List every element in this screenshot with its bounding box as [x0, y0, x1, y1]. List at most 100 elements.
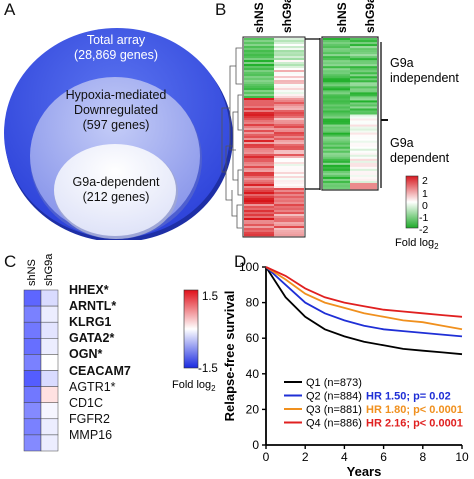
heatmap-b-zoom-cell [323, 118, 350, 121]
heatmap-b-cell [244, 82, 274, 85]
heatmap-b-zoom-cell [323, 172, 350, 176]
heatmap-b-cell [244, 44, 274, 47]
x-tick-label: 8 [419, 450, 426, 464]
heatmap-b-zoom-cell [350, 70, 377, 73]
heatmap-b-cell [274, 74, 304, 77]
heatmap-b-zoom-cell [323, 74, 350, 77]
heatmap-b-cell [274, 124, 304, 127]
heatmap-b-zoom-cell [323, 44, 350, 47]
scale-b-tick-1: 1 [422, 188, 428, 200]
heatmap-b-cell [244, 130, 274, 133]
heatmap-b-zoom-cell [350, 114, 377, 117]
heatmap-b-cell [274, 140, 304, 143]
heatmap-b-cell [244, 80, 274, 83]
scale-c-min: -1.5 [198, 363, 218, 375]
x-axis-label: Years [347, 464, 382, 479]
heatmap-b-zoom-cell [350, 158, 377, 162]
heatmap-b-zoom-cell [350, 182, 377, 186]
heatmap-b-cell [274, 110, 304, 113]
heatmap-b-zoom-cell [323, 114, 350, 117]
heatmap-b-cell [244, 94, 274, 97]
heatmap-b-zoom-cell [323, 86, 350, 89]
heatmap-b-cell [244, 218, 274, 221]
heatmap-b-cell [244, 118, 274, 121]
heatmap-b-zoom-cell [350, 104, 377, 107]
y-tick-label: 0 [252, 438, 259, 452]
heatmap-b-zoom-cell [323, 136, 350, 139]
heatmap-b-cell [244, 84, 274, 87]
heatmap-b-color-scale [405, 175, 419, 229]
heatmap-b-cell [244, 220, 274, 223]
heatmap-b-cell [244, 106, 274, 109]
heatmap-b-zoom-cell [323, 64, 350, 67]
heatmap-b-cell [274, 120, 304, 123]
gene-label: MMP16 [69, 427, 113, 442]
heatmap-b-zoom-cell [323, 42, 350, 45]
heatmap-b-cell [244, 74, 274, 77]
heatmap-c-cell [23, 370, 42, 387]
heatmap-b-zoom-cell [323, 72, 350, 75]
heatmap-b-cell [244, 72, 274, 75]
heatmap-c-cell [40, 402, 59, 420]
heatmap-b-zoom-cell [323, 168, 350, 172]
heatmap-b-cell [274, 142, 304, 145]
heatmap-b-zoom-cell [323, 126, 350, 129]
heatmap-b-cell [244, 42, 274, 45]
heatmap-b-cell [244, 170, 274, 173]
heatmap-b-col-shg9a: shG9a [280, 0, 294, 33]
heatmap-b-cell [274, 84, 304, 87]
heatmap-b-cell [244, 190, 274, 193]
heatmap-b-cell [274, 114, 304, 117]
heatmap-b-zoom-cell [350, 102, 377, 105]
heatmap-b-cell [244, 114, 274, 117]
heatmap-b-zoom-cell [323, 130, 350, 133]
heatmap-b-cell [274, 196, 304, 199]
heatmap-b-cell [274, 58, 304, 61]
venn-outer-line1: Total array [87, 33, 146, 47]
heatmap-b-cell [244, 66, 274, 69]
heatmap-b-zoom-cell [350, 98, 377, 101]
heatmap-b-zoom-cell [350, 154, 377, 158]
heatmap-b-cell [274, 204, 304, 207]
heatmap-b-cell [244, 48, 274, 51]
heatmap-b-zoom-cell [323, 154, 350, 158]
heatmap-c-cell [40, 386, 59, 403]
heatmap-b-cell [274, 170, 304, 173]
heatmap-b-cell [274, 128, 304, 131]
heatmap-b-zoom-cell [350, 160, 377, 164]
x-tick-label: 10 [455, 450, 469, 464]
heatmap-b-zoom-cell [323, 110, 350, 113]
heatmap-b-cell [274, 184, 304, 187]
heatmap-b-cell [244, 100, 274, 103]
heatmap-b-cell [274, 146, 304, 149]
heatmap-b-zoom-cell [350, 128, 377, 131]
heatmap-b-zoom-cell [323, 160, 350, 164]
heatmap-b-zoom-cell [323, 70, 350, 73]
survival-curve [265, 266, 463, 318]
heatmap-b-zoom-cell [323, 128, 350, 131]
label-independent-line1: G9a [390, 56, 414, 70]
heatmap-b-cell [244, 174, 274, 177]
heatmap-b-cell [244, 168, 274, 171]
heatmap-b-cell [244, 186, 274, 189]
heatmap-b-cell [274, 218, 304, 221]
heatmap-b-cell [244, 46, 274, 49]
heatmap-b-zoom-cell [323, 84, 350, 87]
heatmap-b-zoom-cell [350, 124, 377, 127]
heatmap-b-zoom-cell [350, 116, 377, 119]
heatmap-b-cell [244, 58, 274, 61]
gene-label: HHEX* [69, 283, 109, 297]
heatmap-b-zoom-cell [323, 122, 350, 125]
heatmap-b-cell [244, 120, 274, 123]
heatmap-b-cell [274, 168, 304, 171]
heatmap-b-zoom-cell [323, 106, 350, 109]
heatmap-b-cell [244, 144, 274, 147]
heatmap-b-zoom-cell [350, 186, 377, 190]
heatmap-b-cell [244, 110, 274, 113]
heatmap-b-zoom-frame [321, 36, 379, 191]
heatmap-b-cell [244, 160, 274, 163]
heatmap-b-cell [274, 154, 304, 157]
heatmap-b-cell [274, 50, 304, 53]
heatmap-b-cell [274, 108, 304, 111]
heatmap-b-zoom-cell [350, 106, 377, 109]
